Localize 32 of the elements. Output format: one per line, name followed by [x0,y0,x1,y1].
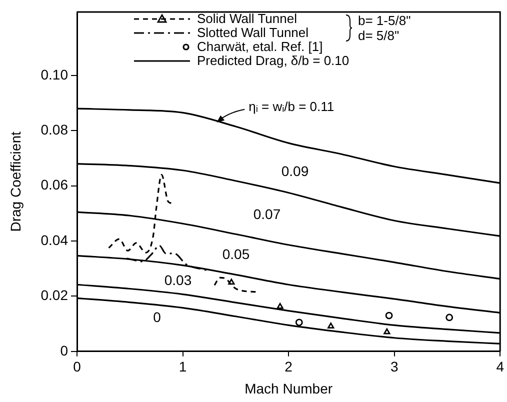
y-tick-label: 0.04 [40,232,68,248]
legend-label: Charwät, etal. Ref. [1] [197,39,323,54]
point [228,278,235,285]
annotation: 0.09 [281,162,309,179]
annotation: ηᵢ = wᵢ/b = 0.11 [248,98,334,114]
point [295,318,303,326]
x-tick-label: 0 [73,358,82,375]
annotation: 0.05 [222,246,250,262]
point [446,314,454,322]
y-tick-label: 0.10 [40,66,68,82]
point [384,328,390,334]
annotation: 0 [153,308,162,325]
annotation: 0.07 [253,206,281,222]
point [385,312,393,320]
x-tick-label: 3 [390,358,398,375]
x-tick-label: 2 [284,358,293,375]
legend-label: Solid Wall Tunnel [197,11,297,26]
x-tick-label: 1 [178,358,187,375]
point [328,322,334,328]
y-axis-title: Drag Coefficient [7,132,24,232]
point [276,303,284,309]
annotation: d= 5/8" [358,28,400,43]
annotation: b= 1-5/8" [358,13,411,28]
legend-label: Predicted Drag, δ/b = 0.10 [197,53,350,68]
y-tick-label: 0 [60,342,68,358]
y-tick-label: 0.02 [40,287,68,304]
x-axis-title: Mach Number [244,380,333,396]
y-tick-label: 0.08 [40,122,68,138]
annotation: 0.03 [164,272,192,288]
x-tick-label: 4 [496,358,504,375]
legend-label: Slotted Wall Tunnel [197,25,309,40]
y-tick-label: 0.06 [40,176,68,193]
